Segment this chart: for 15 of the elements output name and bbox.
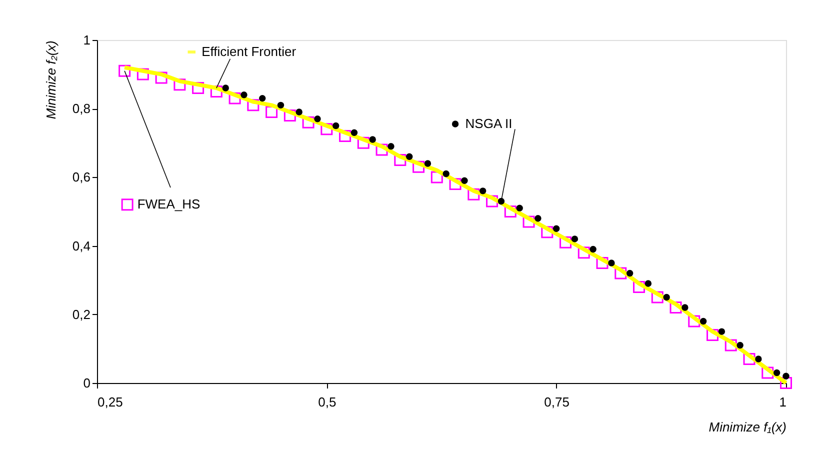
x-tick-label: 0,75 — [544, 394, 570, 410]
y-tick-label: 0 — [83, 376, 90, 390]
legend-label: FWEA_HS — [137, 196, 200, 212]
y-tick-label: 0,6 — [72, 170, 90, 185]
y-tick-label: 0,4 — [72, 238, 90, 254]
y-tick-label: 0,2 — [72, 306, 90, 322]
legend-label: NSGA II — [465, 116, 512, 132]
y-tick-label: 0,8 — [72, 101, 90, 116]
legend-label: Efficient Frontier — [202, 44, 297, 60]
x-tick-label: 1 — [779, 394, 786, 410]
x-tick-label: 0,25 — [98, 394, 123, 410]
x-tick-label: 0,5 — [318, 394, 336, 410]
y-tick-label: 1 — [83, 32, 90, 48]
x-axis-title: Minimize f₁(x) — [708, 420, 786, 434]
y-axis-title: Minimize f₂(x) — [43, 40, 58, 120]
